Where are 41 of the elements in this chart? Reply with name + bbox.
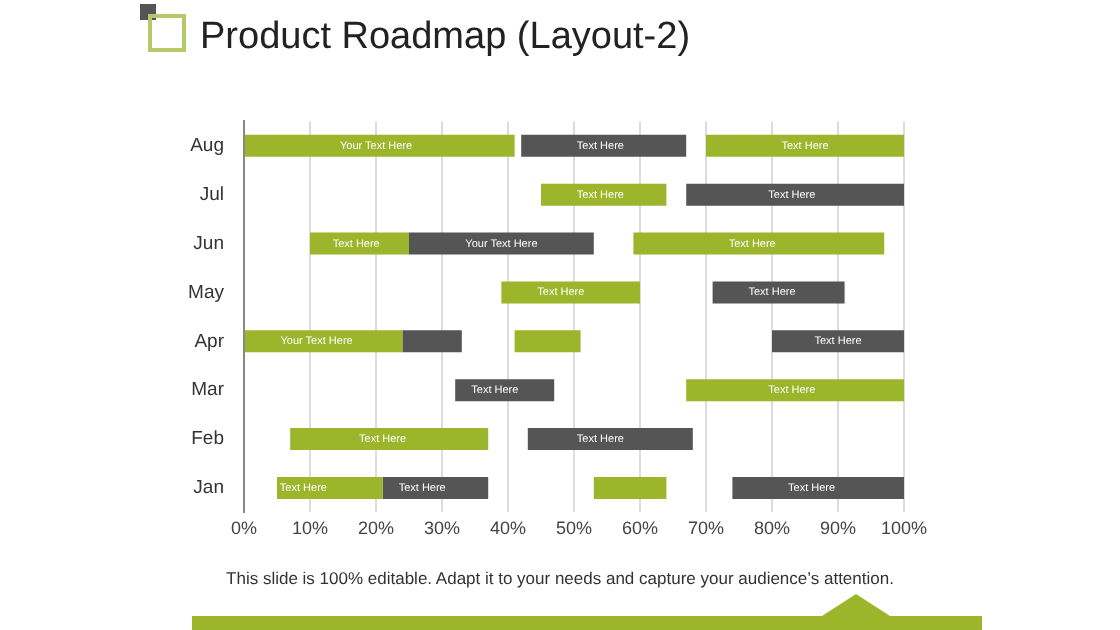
bar (514, 330, 581, 353)
y-tick-label: Jan (193, 477, 224, 500)
bar (501, 281, 640, 304)
chart-title: Product Roadmap (Layout-2) (200, 16, 691, 60)
x-tick-label: 20% (357, 518, 395, 539)
bar (245, 330, 403, 353)
x-tick-label: 30% (423, 518, 461, 539)
bar (277, 476, 383, 499)
x-tick-label: 60% (621, 518, 659, 539)
x-tick-label: 90% (819, 518, 857, 539)
x-tick-label: 80% (753, 518, 791, 539)
x-tick-label: 50% (555, 518, 593, 539)
x-tick-label: 100% (880, 518, 928, 539)
x-tick-label: 40% (489, 518, 527, 539)
bar (633, 232, 885, 255)
text: This slide is 100% editable. Adapt it to your needs and capture your audience’s attention. (224, 568, 896, 588)
bar (402, 330, 462, 353)
y-tick-label: Aug (190, 135, 224, 158)
y-tick-label: Mar (191, 379, 224, 402)
bar (310, 232, 409, 255)
bar (245, 134, 515, 157)
bar (382, 476, 489, 499)
bar (706, 134, 904, 157)
x-tick-label: 0% (230, 518, 258, 539)
y-tick-label: Feb (191, 428, 224, 451)
y-tick-label: Jul (199, 183, 224, 206)
x-tick-label: 70% (687, 518, 725, 539)
bar (290, 428, 489, 451)
bar (527, 428, 693, 451)
y-tick-label: May (188, 281, 225, 304)
bar (409, 232, 594, 255)
bar (732, 476, 904, 499)
y-tick-label: Apr (194, 330, 224, 353)
y-tick-label: Jun (193, 232, 224, 255)
x-tick-label: 10% (291, 518, 329, 539)
bar (712, 281, 845, 304)
bar (541, 183, 667, 206)
bar (521, 134, 687, 157)
bar (593, 476, 667, 499)
bar (686, 183, 904, 206)
bar (772, 330, 904, 353)
